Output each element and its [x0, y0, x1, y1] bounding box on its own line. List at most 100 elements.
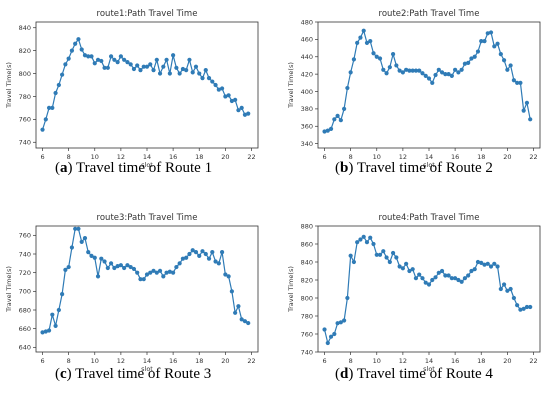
data-point	[242, 319, 248, 324]
x-tick-label: 14	[425, 357, 433, 365]
data-point	[466, 60, 471, 65]
data-point	[423, 73, 428, 78]
data-point	[141, 64, 146, 69]
data-point	[223, 272, 228, 277]
data-point	[462, 61, 468, 66]
x-tick-label: 8	[349, 153, 353, 161]
data-point	[439, 268, 445, 274]
data-point	[99, 58, 104, 64]
y-tick-label: 760	[19, 116, 31, 124]
data-point	[144, 272, 150, 277]
data-point	[108, 54, 114, 59]
x-axis-label: slot	[141, 365, 153, 373]
data-point	[210, 79, 215, 84]
data-point	[390, 52, 396, 57]
data-point	[492, 261, 497, 266]
x-tick-label: 16	[451, 153, 459, 161]
y-tick-label: 720	[19, 269, 31, 277]
x-tick-label: 8	[349, 357, 353, 365]
data-point	[79, 47, 84, 52]
x-tick-label: 16	[169, 357, 177, 365]
data-point	[151, 68, 156, 73]
data-point	[167, 71, 172, 76]
y-tick-label: 860	[301, 240, 313, 248]
caption-letter: d	[340, 366, 349, 382]
data-point	[407, 268, 412, 274]
data-point	[446, 72, 451, 77]
data-point	[92, 61, 97, 66]
data-point	[501, 58, 507, 63]
x-tick-label: 8	[67, 153, 71, 161]
data-point	[105, 265, 110, 271]
data-point	[485, 261, 490, 266]
data-point	[381, 67, 386, 72]
x-tick-label: 16	[451, 357, 459, 365]
data-point	[118, 263, 123, 268]
data-point	[122, 265, 127, 271]
data-point	[361, 234, 366, 239]
x-tick-label: 6	[40, 357, 44, 365]
data-point	[206, 256, 212, 261]
data-point	[197, 253, 202, 258]
data-point	[374, 54, 379, 59]
y-tick-label: 840	[301, 258, 313, 266]
data-point	[56, 307, 61, 313]
data-point	[453, 276, 458, 281]
data-point	[377, 252, 383, 257]
x-tick-label: 10	[91, 153, 99, 161]
data-point	[171, 53, 176, 58]
x-tick-label: 8	[67, 357, 71, 365]
data-point	[328, 334, 334, 339]
data-point	[528, 304, 533, 310]
data-point	[508, 63, 513, 68]
x-tick-label: 6	[322, 153, 326, 161]
data-point	[112, 265, 117, 271]
data-point	[371, 51, 376, 56]
data-point	[148, 62, 153, 67]
data-point	[174, 65, 179, 70]
data-point	[66, 56, 71, 61]
data-point	[125, 263, 130, 268]
y-tick-label: 800	[19, 70, 31, 78]
data-point	[105, 65, 110, 70]
data-point	[518, 307, 523, 312]
data-point	[397, 264, 402, 269]
data-point	[488, 30, 494, 35]
data-point	[472, 267, 477, 272]
data-point	[332, 331, 337, 337]
y-tick-label: 780	[19, 93, 31, 101]
data-point	[89, 54, 94, 59]
x-axis-label: slot	[423, 161, 435, 169]
data-point	[69, 245, 75, 250]
data-point	[332, 117, 337, 122]
y-tick-label: 400	[301, 88, 313, 96]
data-point	[92, 255, 97, 260]
data-point	[236, 108, 241, 113]
data-point	[180, 66, 186, 72]
data-point	[187, 251, 192, 257]
data-point	[213, 259, 218, 264]
data-point	[420, 71, 425, 76]
y-axis-label: Travel Time(s)	[287, 266, 295, 313]
data-point	[515, 303, 520, 308]
data-point	[443, 273, 448, 278]
y-tick-label: 660	[19, 325, 31, 333]
y-tick-label: 740	[301, 348, 313, 356]
data-point	[325, 340, 330, 346]
data-point	[171, 270, 176, 275]
y-tick-label: 740	[19, 250, 31, 258]
x-tick-label: 12	[117, 357, 125, 365]
data-point	[115, 264, 120, 269]
caption-letter: c	[60, 366, 67, 382]
data-point	[193, 64, 199, 69]
data-point	[86, 54, 91, 59]
data-point	[167, 269, 172, 274]
data-point	[122, 57, 127, 62]
caption-text: Travel time of Route 3	[75, 366, 211, 382]
data-point	[355, 40, 360, 45]
x-tick-label: 10	[373, 357, 381, 365]
data-point	[135, 63, 140, 68]
data-point	[345, 85, 350, 91]
data-point	[381, 249, 386, 254]
data-point	[154, 57, 159, 62]
